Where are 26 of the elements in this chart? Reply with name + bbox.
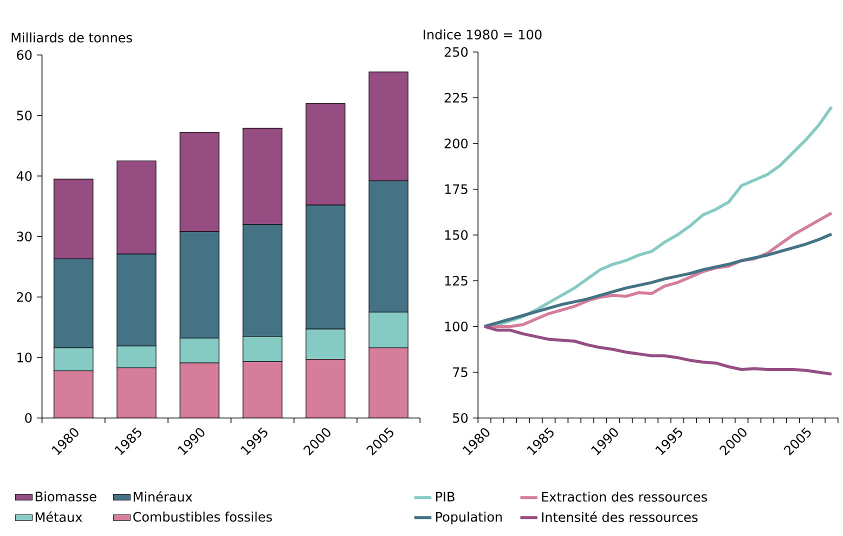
y-axis-title: Indice 1980 = 100 xyxy=(424,29,542,40)
y-tick-label: 125 xyxy=(445,276,468,286)
legend-label: Minéraux xyxy=(134,491,192,502)
y-tick-label: 40 xyxy=(16,171,32,181)
y-tick-label: 60 xyxy=(16,50,32,60)
legend-label: Population xyxy=(436,512,502,524)
y-tick-label: 75 xyxy=(453,367,468,378)
y-tick-label: 250 xyxy=(444,47,468,57)
y-tick-label: 50 xyxy=(17,110,32,120)
legend-label: Biomasse xyxy=(36,491,96,502)
y-tick-label: 200 xyxy=(444,138,468,148)
y-tick-label: 100 xyxy=(445,322,468,332)
y-tick-label: 175 xyxy=(445,184,468,194)
y-tick-label: 150 xyxy=(445,230,468,240)
y-tick-label: 10 xyxy=(17,352,32,362)
y-tick-label: 225 xyxy=(444,92,468,103)
y-tick-label: 0 xyxy=(25,413,32,423)
legend-label: Extraction des ressources xyxy=(542,492,708,502)
y-tick-label: 30 xyxy=(16,232,32,242)
y-axis-title: Milliards de tonnes xyxy=(12,32,132,42)
y-tick-label: 20 xyxy=(16,292,32,302)
y-tick-label: 50 xyxy=(453,413,468,423)
legend-label: Combustibles fossiles xyxy=(133,512,272,522)
legend-label: PIB xyxy=(436,492,454,502)
legend-label: Métaux xyxy=(36,511,82,522)
legend-label: Intensité des ressources xyxy=(542,511,698,522)
